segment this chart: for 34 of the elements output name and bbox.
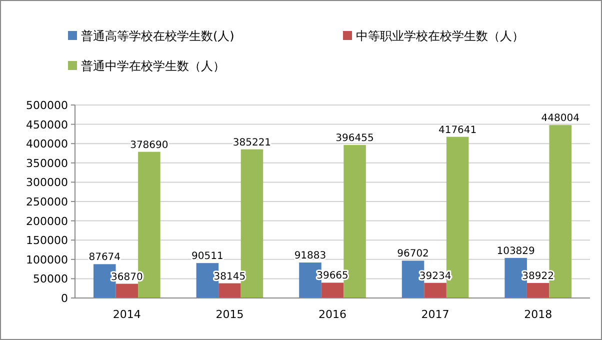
data-label: 96702 bbox=[397, 248, 429, 260]
bar bbox=[116, 284, 138, 298]
data-label: 448004 bbox=[541, 113, 580, 124]
legend-label: 中等职业学校在校学生数（人） bbox=[356, 29, 524, 43]
x-tick-label: 2016 bbox=[318, 308, 346, 321]
bar bbox=[424, 282, 446, 298]
data-label: 103829 bbox=[496, 246, 535, 257]
data-label: 87674 bbox=[88, 252, 121, 264]
data-label: 385221 bbox=[232, 137, 272, 148]
x-tick-label: 2014 bbox=[112, 308, 141, 321]
x-tick-label: 2017 bbox=[421, 308, 450, 321]
bar bbox=[526, 282, 550, 298]
bar bbox=[218, 283, 241, 298]
legend-label: 普通高等学校在校学生数(人) bbox=[81, 29, 234, 43]
data-label: 378690 bbox=[130, 140, 168, 151]
y-tick-label: 500000 bbox=[26, 99, 68, 112]
y-tick-label: 50000 bbox=[33, 272, 68, 286]
legend-label: 普通中学在校学生数（人） bbox=[81, 59, 225, 73]
data-label: 90511 bbox=[192, 251, 224, 262]
x-tick-label: 2018 bbox=[524, 308, 552, 321]
data-label: 417641 bbox=[438, 124, 477, 136]
y-tick-label: 0 bbox=[61, 292, 68, 305]
y-tick-label: 150000 bbox=[26, 234, 68, 248]
y-tick-label: 200000 bbox=[26, 214, 68, 228]
x-tick-label: 2015 bbox=[216, 308, 244, 321]
y-tick-label: 100000 bbox=[26, 253, 68, 266]
data-label: 396455 bbox=[336, 132, 374, 144]
y-tick-label: 250000 bbox=[26, 196, 68, 208]
y-tick-label: 450000 bbox=[26, 118, 68, 132]
bar bbox=[321, 282, 344, 298]
data-label: 91883 bbox=[294, 250, 326, 262]
y-tick-label: 300000 bbox=[26, 176, 68, 190]
y-tick-label: 350000 bbox=[26, 156, 68, 170]
y-tick-label: 400000 bbox=[26, 138, 68, 151]
